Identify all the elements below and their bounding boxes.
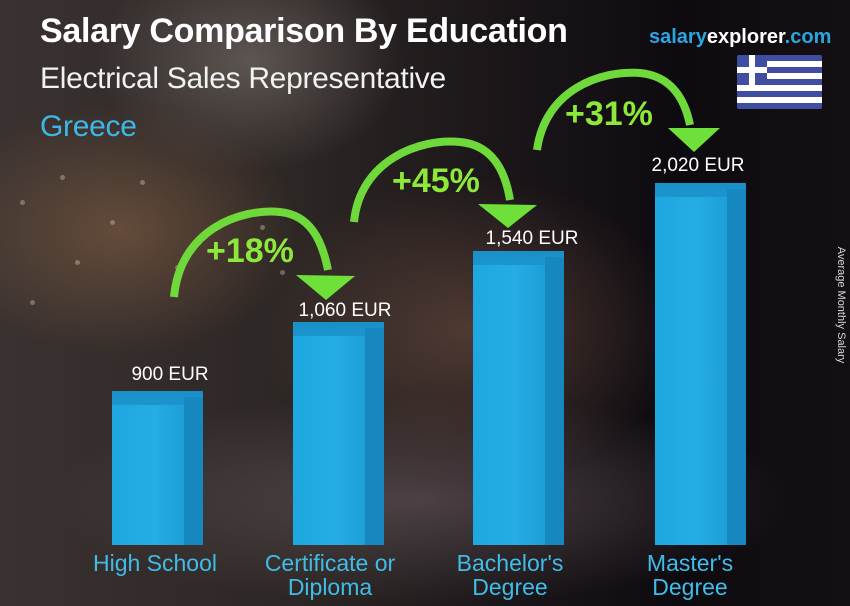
brand-part-salary: salary [649,26,707,48]
network-dot [75,260,80,265]
category-label: High School [92,550,218,576]
chart-title: Salary Comparison By Education [40,12,568,50]
network-dot [260,225,265,230]
value-label: 1,060 EUR [298,300,392,321]
bar-masters[interactable] [655,183,746,545]
category-label: Master's Degree [646,550,734,600]
increase-percent: +18% [206,232,294,270]
network-dot [280,270,285,275]
brand-part-explorer: explorer [706,26,785,48]
bar-high-school[interactable] [112,391,203,545]
increase-percent: +31% [565,95,653,133]
network-dot [20,200,25,205]
value-label: 1,540 EUR [485,228,579,249]
value-label: 900 EUR [131,364,209,385]
greece-flag-icon [737,55,822,109]
network-dot [140,180,145,185]
brand-logo[interactable]: salaryexplorer.com [649,26,831,49]
bar-bachelors[interactable] [473,251,564,545]
brand-part-com: .com [784,26,832,48]
increase-percent: +45% [392,162,480,200]
network-dot [110,220,115,225]
network-dot [30,300,35,305]
country-name: Greece [40,110,137,143]
value-label: 2,020 EUR [651,155,745,176]
bar-certificate[interactable] [293,322,384,545]
network-dot [60,175,65,180]
category-label: Bachelor's Degree [456,550,564,600]
category-label: Certificate or Diploma [264,550,396,600]
job-title: Electrical Sales Representative [40,62,446,95]
